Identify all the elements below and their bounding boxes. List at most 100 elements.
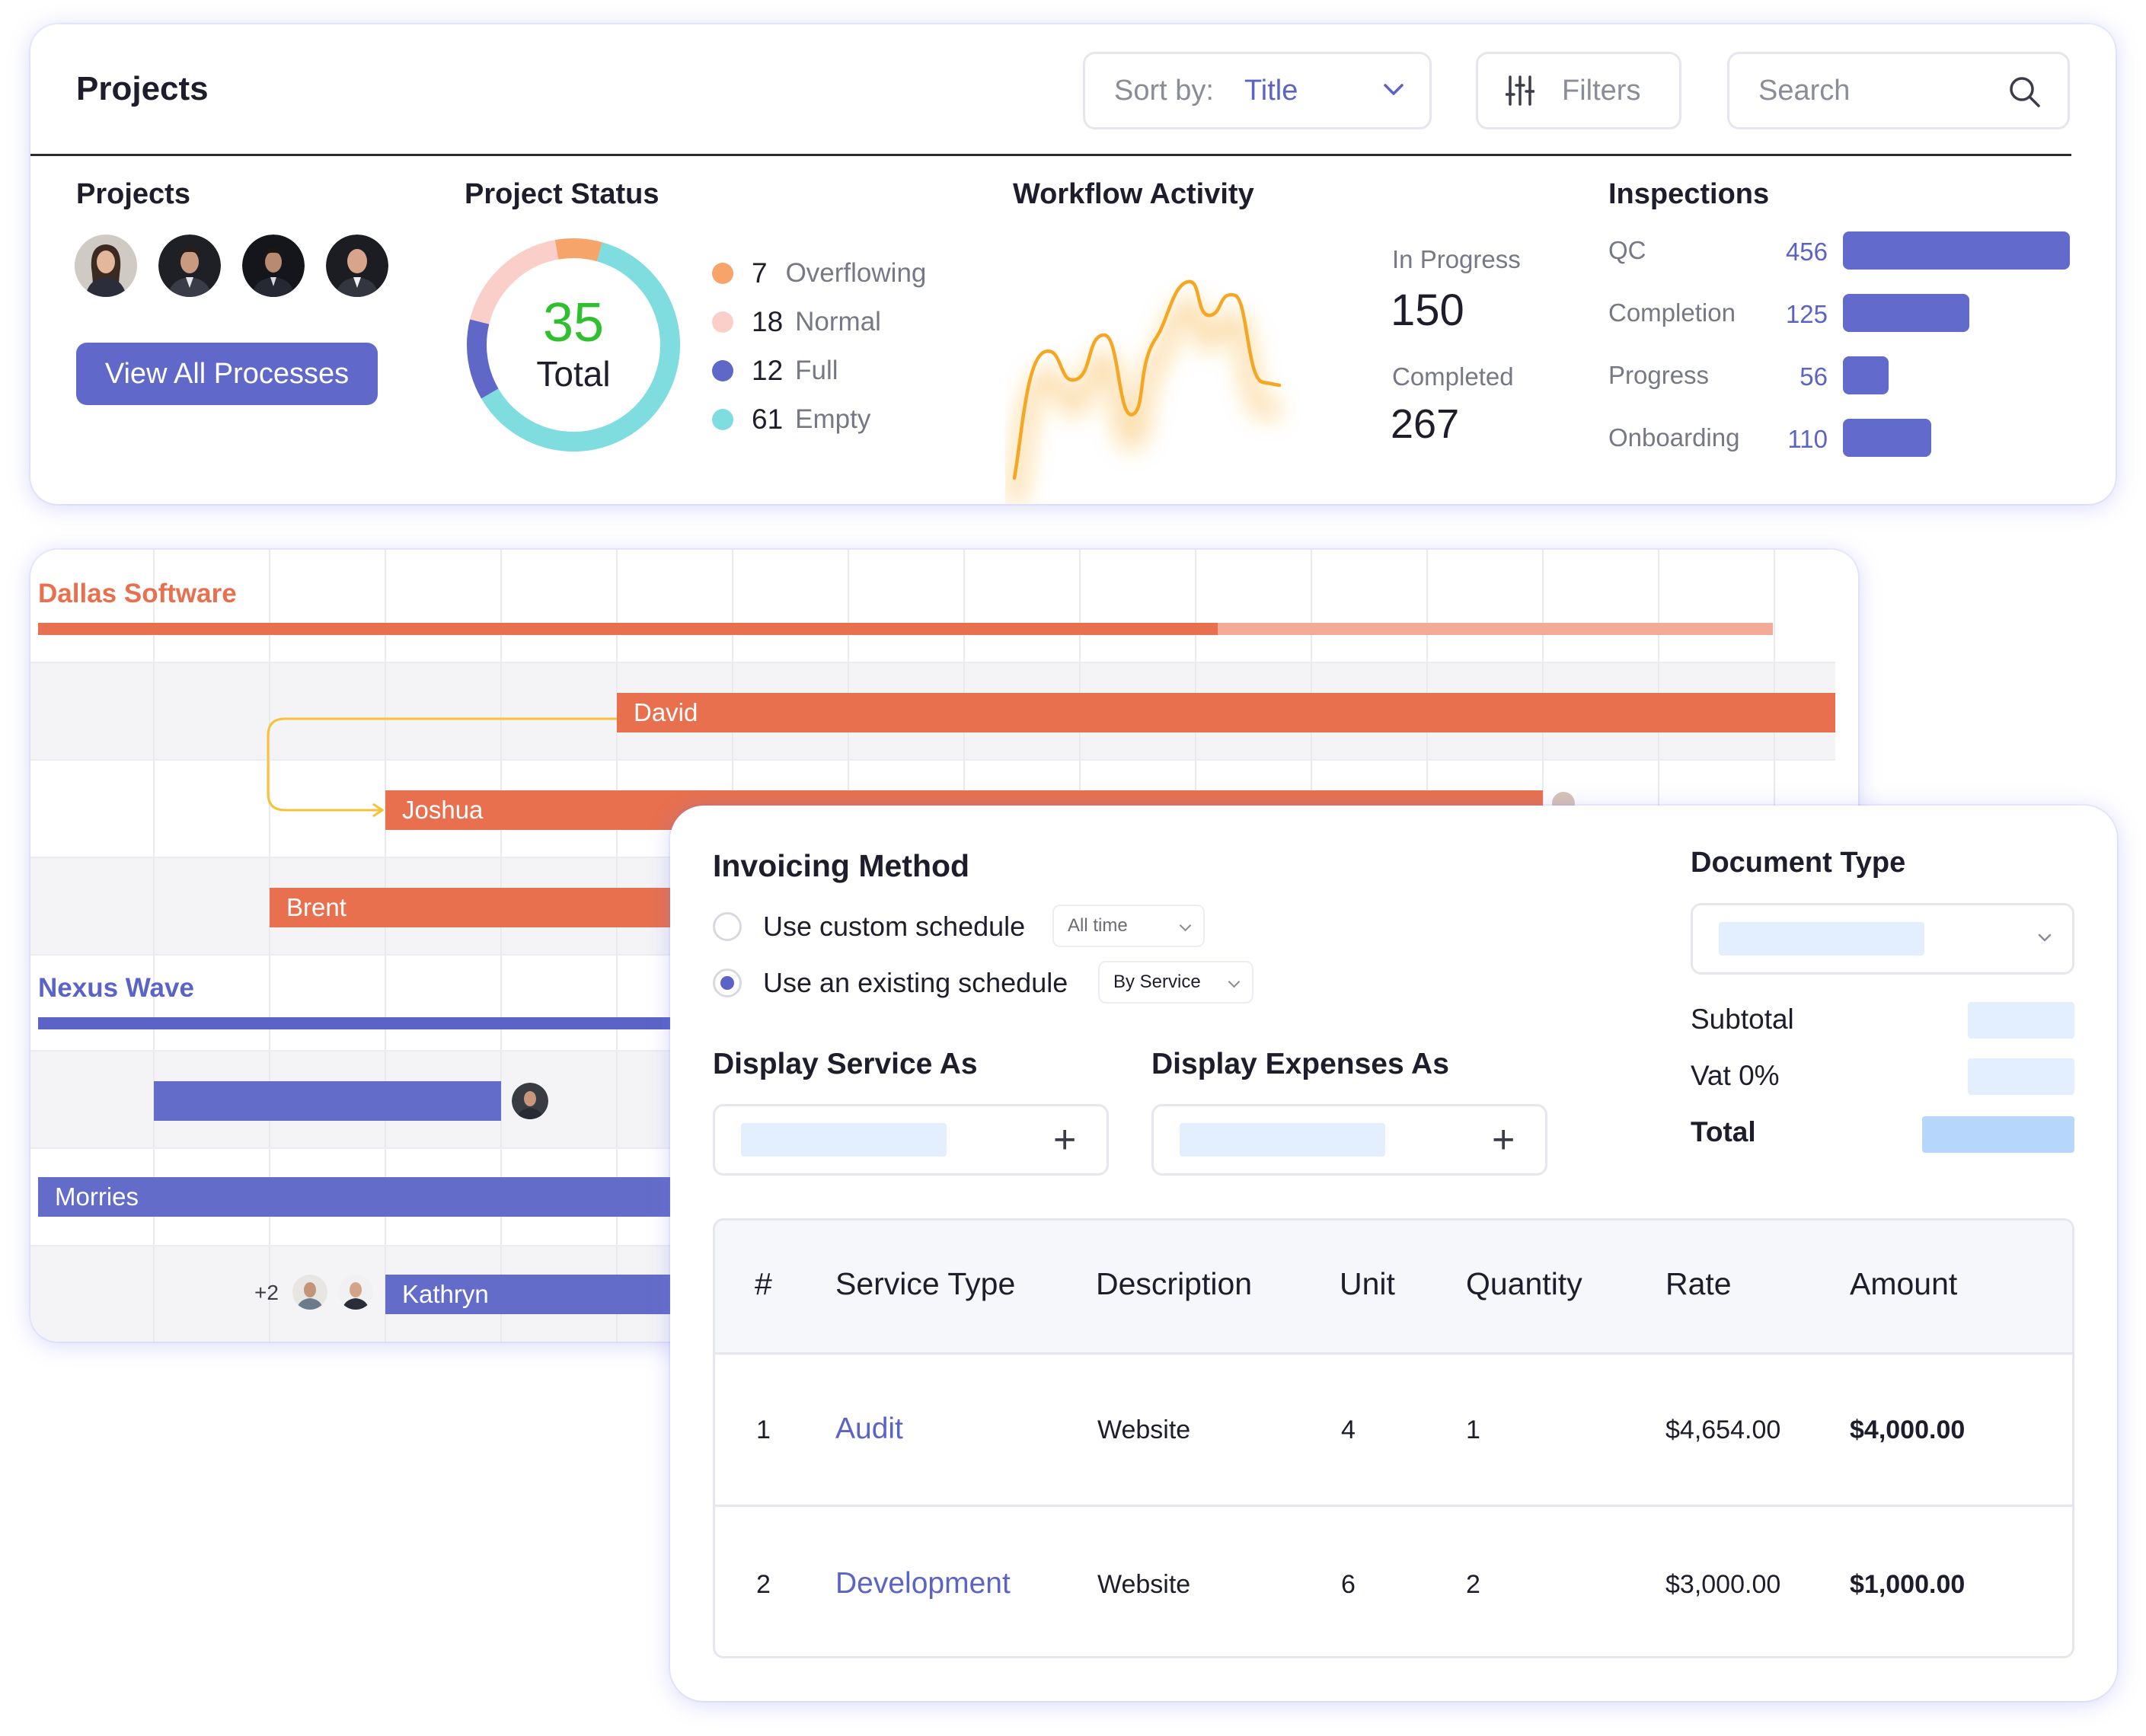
legend-count: 7: [752, 257, 768, 289]
vat-label: Vat 0%: [1691, 1060, 1780, 1091]
field-value-placeholder: [1180, 1123, 1385, 1157]
column-header-amount: Amount: [1850, 1266, 1958, 1301]
group-title-nexus-wave: Nexus Wave: [38, 973, 194, 1003]
task-bar-brent[interactable]: Brent: [270, 888, 696, 927]
display-expenses-field[interactable]: +: [1151, 1104, 1547, 1176]
legend-label: Full: [795, 356, 838, 385]
completed-value: 267: [1391, 401, 1460, 447]
inspection-bar-qc: [1843, 231, 2070, 270]
avatar[interactable]: [326, 235, 388, 297]
avatar[interactable]: [338, 1275, 373, 1310]
chevron-down-icon: [1179, 919, 1192, 932]
task-bar-morries[interactable]: Morries: [38, 1177, 708, 1217]
cell-description: Website: [1097, 1415, 1191, 1444]
all-time-select[interactable]: All time: [1052, 905, 1205, 947]
column-header-number: #: [755, 1266, 772, 1301]
status-total-label: Total: [536, 354, 611, 394]
group-title-dallas-software: Dallas Software: [38, 579, 237, 608]
legend-label: Overflowing: [785, 258, 927, 288]
legend-dot: [712, 360, 733, 381]
table-row[interactable]: 1 Audit Website 4 1 $4,654.00 $4,000.00: [715, 1355, 2072, 1507]
inspection-value-completion: 125: [1785, 300, 1828, 328]
status-donut-chart: [463, 235, 684, 455]
task-bar-david[interactable]: David: [617, 693, 1835, 732]
radio-custom-schedule[interactable]: [713, 912, 742, 941]
cell-description: Website: [1097, 1570, 1191, 1599]
table-row[interactable]: 2 Development Website 6 2 $3,000.00 $1,0…: [715, 1509, 2072, 1656]
sort-by-dropdown[interactable]: Sort by: Title: [1083, 52, 1432, 129]
cell-service-type-link[interactable]: Audit: [835, 1412, 903, 1445]
cell-number: 2: [756, 1570, 771, 1599]
sort-by-value: Title: [1244, 74, 1298, 107]
projects-dashboard-card: Projects Sort by: Title Filters Search P…: [30, 24, 2116, 506]
cell-quantity: 2: [1466, 1570, 1480, 1599]
inspection-value-onboarding: 110: [1787, 425, 1828, 453]
inspection-value-qc: 456: [1785, 238, 1828, 266]
inspection-bar-progress: [1843, 356, 1889, 394]
inspection-label-progress: Progress: [1608, 361, 1710, 389]
display-expenses-title: Display Expenses As: [1151, 1048, 1449, 1080]
donut-segment-normal: [470, 240, 559, 324]
cell-unit: 4: [1341, 1415, 1356, 1444]
avatar[interactable]: [292, 1275, 327, 1310]
inspection-bar-completion: [1843, 294, 1969, 332]
column-header-description: Description: [1096, 1266, 1253, 1301]
invoice-settings-card: Invoicing Method Use custom schedule All…: [670, 806, 2117, 1701]
avatar[interactable]: [512, 1083, 548, 1119]
legend-dot: [712, 311, 733, 333]
workflow-activity-sparkline: [1004, 245, 1386, 506]
sort-by-label: Sort by:: [1114, 74, 1214, 107]
document-type-select[interactable]: [1691, 903, 2074, 975]
plus-icon[interactable]: +: [1053, 1118, 1077, 1162]
chevron-down-icon: [2036, 928, 2054, 950]
plus-icon[interactable]: +: [1492, 1118, 1515, 1162]
legend-item-overflowing: 7 Overflowing: [712, 257, 926, 289]
cell-rate: $4,654.00: [1665, 1415, 1781, 1444]
avatar[interactable]: [242, 235, 305, 297]
filters-label: Filters: [1562, 74, 1641, 107]
inspection-label-qc: QC: [1608, 236, 1646, 264]
inspections-title: Inspections: [1608, 178, 1770, 210]
search-placeholder: Search: [1758, 74, 1851, 107]
legend-label: Normal: [795, 307, 881, 337]
inspection-label-completion: Completion: [1608, 298, 1736, 327]
legend-count: 61: [752, 404, 784, 435]
by-service-select[interactable]: By Service: [1098, 961, 1253, 1004]
subtotal-label: Subtotal: [1691, 1004, 1794, 1035]
chevron-down-icon: [1228, 975, 1241, 988]
cell-service-type-link[interactable]: Development: [835, 1567, 1011, 1600]
total-value: [1922, 1116, 2074, 1153]
search-input[interactable]: Search: [1727, 52, 2070, 129]
legend-item-empty: 61 Empty: [712, 404, 870, 436]
legend-count: 18: [752, 306, 784, 337]
cell-quantity: 1: [1466, 1415, 1480, 1444]
field-value-placeholder: [1719, 922, 1924, 956]
all-time-select-value: All time: [1068, 915, 1128, 936]
task-bar-kathryn[interactable]: Kathryn: [385, 1275, 708, 1314]
vat-value: [1968, 1058, 2074, 1095]
legend-item-normal: 18 Normal: [712, 306, 881, 338]
group-progress-fill: [38, 623, 1218, 635]
legend-label: Empty: [795, 404, 871, 434]
extra-assignees-count[interactable]: +2: [254, 1281, 279, 1304]
table-header-row: # Service Type Description Unit Quantity…: [715, 1221, 2072, 1355]
avatar[interactable]: [158, 235, 221, 297]
cell-number: 1: [756, 1415, 771, 1444]
avatar[interactable]: [75, 235, 137, 297]
column-header-unit: Unit: [1340, 1266, 1395, 1301]
group-progress-track: [38, 623, 1773, 635]
field-value-placeholder: [741, 1123, 947, 1157]
subtotal-value: [1968, 1002, 2074, 1039]
task-bar-unnamed[interactable]: [154, 1081, 501, 1121]
column-header-rate: Rate: [1665, 1266, 1732, 1301]
donut-segment-full: [467, 319, 499, 399]
page-title: Projects: [76, 70, 209, 107]
cell-amount: $4,000.00: [1850, 1415, 1966, 1444]
cell-amount: $1,000.00: [1850, 1570, 1966, 1599]
display-service-field[interactable]: +: [713, 1104, 1109, 1176]
view-all-processes-button[interactable]: View All Processes: [76, 343, 378, 405]
chevron-down-icon: [1381, 77, 1407, 110]
legend-count: 12: [752, 355, 784, 386]
radio-existing-schedule[interactable]: [713, 969, 742, 997]
filters-button[interactable]: Filters: [1476, 52, 1681, 129]
